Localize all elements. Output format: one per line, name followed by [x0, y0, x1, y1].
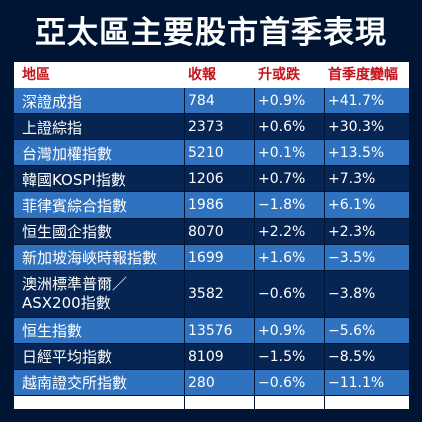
row-divider [14, 139, 409, 141]
row-divider [14, 165, 409, 167]
cell-quarter: +7.3% [328, 171, 376, 188]
cell-change: +0.9% [258, 93, 306, 110]
cell-change: +0.9% [258, 322, 306, 339]
table-row: 澳洲標準普爾／ASX200指數 3582 −0.6% −3.8% [14, 270, 409, 318]
cell-region: 韓國KOSPI指數 [22, 170, 126, 189]
cell-change: −1.5% [258, 348, 306, 365]
cell-close: 5210 [188, 145, 224, 162]
column-divider [184, 88, 185, 409]
table-row: 深證成指 784 +0.9% +41.7% [14, 88, 409, 115]
cell-region: 越南證交所指數 [22, 374, 128, 393]
cell-region: 恒生國企指數 [22, 223, 113, 242]
table-header: 地區 收報 升或跌 首季度變幅 [14, 62, 409, 88]
cell-quarter: −3.8% [328, 286, 376, 303]
cell-close: 13576 [188, 322, 233, 339]
table-row: 韓國KOSPI指數 1206 +0.7% +7.3% [14, 166, 409, 193]
cell-quarter: −11.1% [328, 374, 385, 391]
cell-quarter: +13.5% [328, 145, 385, 162]
table-row: 日經平均指數 8109 −1.5% −8.5% [14, 343, 409, 370]
row-divider [14, 368, 409, 370]
cell-region: 深證成指 [22, 92, 83, 111]
row-divider [14, 217, 409, 219]
cell-close: 1986 [188, 197, 224, 214]
header-change: 升或跌 [258, 67, 300, 83]
cell-region: 菲律賓綜合指數 [22, 196, 128, 215]
cell-change: +0.6% [258, 119, 306, 136]
cell-change: +1.6% [258, 249, 306, 266]
column-divider [324, 88, 325, 409]
cell-region: 恒生指數 [22, 322, 83, 341]
cell-quarter: −8.5% [328, 348, 376, 365]
cell-close: 1699 [188, 249, 224, 266]
cell-quarter: +6.1% [328, 197, 376, 214]
cell-region: 日經平均指數 [22, 348, 113, 367]
header-region: 地區 [22, 67, 50, 83]
row-divider [14, 243, 409, 245]
cell-close: 280 [188, 374, 215, 391]
cell-quarter: +41.7% [328, 93, 385, 110]
row-divider [14, 269, 409, 271]
header-quarter: 首季度變幅 [328, 67, 398, 83]
cell-close: 2373 [188, 119, 224, 136]
header-close: 收報 [188, 67, 216, 83]
cell-close: 784 [188, 93, 215, 110]
cell-change: +0.1% [258, 145, 306, 162]
cell-region: 新加坡海峽時報指數 [22, 249, 158, 268]
cell-close: 3582 [188, 286, 224, 303]
row-divider [14, 191, 409, 193]
row-divider [14, 342, 409, 344]
cell-quarter: −3.5% [328, 249, 376, 266]
column-divider [254, 88, 255, 409]
table-row: 菲律賓綜合指數 1986 −1.8% +6.1% [14, 192, 409, 219]
cell-change: +2.2% [258, 223, 306, 240]
cell-change: −1.8% [258, 197, 306, 214]
cell-close: 1206 [188, 171, 224, 188]
cell-quarter: +2.3% [328, 223, 376, 240]
cell-region: 澳洲標準普爾／ASX200指數 [22, 275, 128, 313]
cell-close: 8070 [188, 223, 224, 240]
table-row: 台灣加權指數 5210 +0.1% +13.5% [14, 140, 409, 167]
cell-quarter: −5.6% [328, 322, 376, 339]
cell-quarter: +30.3% [328, 119, 385, 136]
cell-change: −0.6% [258, 286, 306, 303]
table-row: 新加坡海峽時報指數 1699 +1.6% −3.5% [14, 244, 409, 271]
table-row: 恒生指數 13576 +0.9% −5.6% [14, 317, 409, 344]
cell-change: −0.6% [258, 374, 306, 391]
table-row: 恒生國企指數 8070 +2.2% +2.3% [14, 218, 409, 245]
stock-table: 地區 收報 升或跌 首季度變幅 深證成指 784 +0.9% +41.7% 上證綜指 23… [14, 62, 409, 409]
cell-close: 8109 [188, 348, 224, 365]
cell-region: 上證綜指 [22, 118, 83, 137]
row-divider [14, 113, 409, 115]
row-divider [14, 395, 409, 396]
table-row: 上證綜指 2373 +0.6% +30.3% [14, 114, 409, 141]
row-divider [14, 316, 409, 318]
table-row: 越南證交所指數 280 −0.6% −11.1% [14, 369, 409, 396]
cell-region: 台灣加權指數 [22, 144, 113, 163]
chart-title: 亞太區主要股市首季表現 [35, 15, 387, 51]
cell-change: +0.7% [258, 171, 306, 188]
